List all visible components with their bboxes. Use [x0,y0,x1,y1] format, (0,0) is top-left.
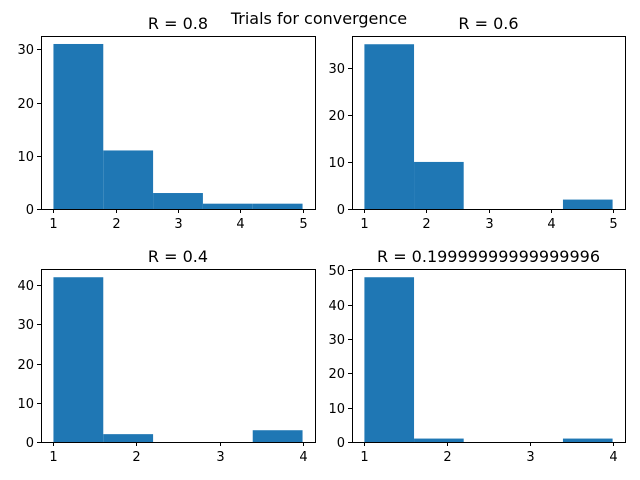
panel-3-ytick-label: 40 [17,279,34,294]
panel-4-ytick-label: 50 [328,264,345,279]
panel-2-ytick-label: 20 [328,109,345,124]
panel-4-ytick-label: 0 [337,436,345,451]
panel-2-ytick-label: 10 [328,156,345,171]
panel-3-bar-1 [53,277,104,442]
panel-3-ytick-label: 10 [17,397,34,412]
panel-4-ytick-label: 20 [328,367,345,382]
panel-4-bar-2 [414,438,464,442]
panel-4-ytick-label: 40 [328,299,345,314]
panel-1-bar-3 [153,193,203,209]
panel-3-title: R = 0.4 [148,247,208,266]
panel-1-xtick-label: 1 [49,217,57,232]
panel-2-xtick-label: 5 [609,217,617,232]
panel-1: 1 2 3 4 5 0 10 20 30 R = 0.8 [17,14,316,232]
panel-3-bar-5 [252,430,303,442]
panel-3-ytick-label: 30 [17,318,34,333]
panel-3-xtick-label: 1 [49,450,57,465]
panel-1-ytick-label: 10 [17,150,34,165]
panel-3-xtick-label: 3 [216,450,224,465]
panel-1-ytick-label: 0 [26,203,34,218]
panel-2-ytick-label: 30 [328,62,345,77]
panel-4-ytick-label: 10 [328,402,345,417]
panel-3-ytick-label: 20 [17,358,34,373]
panel-1-bar-2 [103,150,154,209]
panel-2-ytick-label: 0 [337,203,345,218]
panel-1-xtick-label: 3 [174,217,182,232]
panel-2-bar-2 [414,161,464,209]
panel-2-title: R = 0.6 [458,14,518,33]
panel-3-frame [41,269,316,443]
panel-4-xtick-label: 1 [360,450,368,465]
panel-2-xtick-label: 4 [547,217,555,232]
panel-1-bar-4 [202,203,253,209]
panel-4-xtick-label: 3 [526,450,534,465]
figure-suptitle: Trials for convergence [230,9,407,28]
panel-1-title: R = 0.8 [148,14,208,33]
panel-1-bar-1 [53,43,104,210]
panel-3-bar-2 [103,434,154,442]
panel-1-xtick-label: 2 [112,217,120,232]
panel-1-xtick-label: 5 [299,217,307,232]
panel-2: 1 2 3 4 5 0 10 20 30 R = 0.6 [328,14,626,232]
panel-2-xtick-label: 3 [485,217,493,232]
panel-3-ytick-label: 0 [26,436,34,451]
panel-4-xtick-label: 2 [443,450,451,465]
panel-4-frame [352,269,626,443]
panel-4-xtick-label: 4 [609,450,617,465]
panel-4-bar-5 [562,438,613,442]
panel-2-bar-5 [562,199,613,209]
panel-1-xtick-label: 4 [236,217,244,232]
panel-1-ytick-label: 20 [17,97,34,112]
panel-1-bar-5 [252,203,303,209]
panel-4-ytick-label: 30 [328,333,345,348]
panel-2-xtick-label: 2 [422,217,430,232]
panel-2-xtick-label: 1 [360,217,368,232]
panel-1-ytick-label: 30 [17,43,34,58]
panel-4-title: R = 0.19999999999999996 [377,247,600,266]
panel-3-xtick-label: 2 [132,450,140,465]
panel-2-bar-1 [364,44,415,209]
panel-4-bar-1 [364,277,415,442]
panel-3-xtick-label: 4 [299,450,307,465]
